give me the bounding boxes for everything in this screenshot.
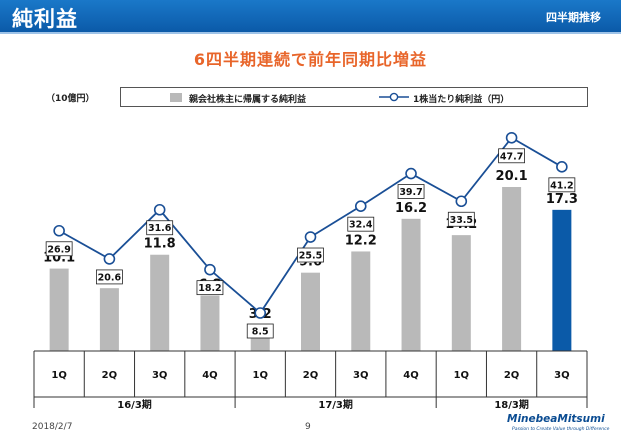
legend-bar-swatch bbox=[170, 93, 182, 102]
eps-label-box-0 bbox=[45, 241, 73, 257]
bar-6 bbox=[351, 251, 371, 351]
eps-label-box-8 bbox=[447, 211, 475, 227]
eps-label-box-6 bbox=[347, 216, 375, 232]
category-label-1: 2Q bbox=[102, 370, 117, 381]
fiscal-year-label-1: 17/3期 bbox=[318, 398, 353, 411]
bar-9 bbox=[502, 187, 522, 351]
header-bar: 純利益 四半期推移 bbox=[0, 0, 621, 32]
bar-0 bbox=[49, 268, 69, 351]
category-label-2: 3Q bbox=[152, 370, 167, 381]
eps-value-label-3: 18.2 bbox=[198, 283, 221, 294]
eps-value-label-5: 25.5 bbox=[299, 251, 322, 262]
bar-8 bbox=[451, 235, 471, 351]
bar-7 bbox=[401, 218, 421, 351]
header-divider bbox=[0, 32, 621, 34]
bar-value-label-6: 12.2 bbox=[345, 233, 377, 248]
unit-label: （10億円） bbox=[46, 94, 95, 104]
eps-label-box-1 bbox=[96, 269, 123, 285]
category-label-6: 3Q bbox=[353, 370, 368, 381]
eps-marker-1 bbox=[103, 253, 116, 265]
legend-line-swatch bbox=[379, 92, 409, 102]
chart-legend: 親会社株主に帰属する純利益 1株当たり純利益（円） bbox=[120, 87, 588, 107]
eps-label-box-3 bbox=[196, 280, 224, 296]
category-label-0: 1Q bbox=[51, 370, 66, 381]
eps-marker-8 bbox=[455, 195, 468, 208]
eps-label-box-4 bbox=[246, 323, 274, 339]
fiscal-year-label-2: 18/3期 bbox=[494, 398, 529, 411]
footer-date: 2018/2/7 bbox=[32, 422, 73, 432]
eps-value-label-10: 41.2 bbox=[550, 180, 573, 191]
eps-marker-5 bbox=[304, 231, 317, 243]
bar-value-label-2: 11.8 bbox=[144, 237, 176, 252]
eps-label-box-7 bbox=[397, 184, 425, 199]
category-label-9: 2Q bbox=[504, 370, 519, 381]
section-label: 四半期推移 bbox=[546, 11, 601, 24]
category-label-10: 3Q bbox=[554, 370, 569, 381]
company-logo: MinebeaMitsumi bbox=[507, 413, 605, 425]
bar-3 bbox=[200, 295, 220, 351]
eps-label-box-5 bbox=[297, 247, 324, 263]
eps-marker-2 bbox=[153, 203, 166, 216]
page-number: 9 bbox=[305, 422, 311, 432]
eps-marker-6 bbox=[354, 200, 367, 212]
eps-marker-9 bbox=[505, 131, 518, 144]
eps-value-label-6: 32.4 bbox=[349, 220, 373, 231]
fiscal-year-label-0: 16/3期 bbox=[117, 398, 152, 411]
category-label-3: 4Q bbox=[202, 370, 217, 381]
eps-value-label-2: 31.6 bbox=[148, 223, 172, 234]
category-label-4: 1Q bbox=[252, 370, 267, 381]
category-label-7: 4Q bbox=[403, 370, 418, 381]
eps-marker-3 bbox=[204, 263, 216, 276]
legend-line-label: 1株当たり純利益（円） bbox=[413, 95, 510, 105]
bar-value-label-9: 20.1 bbox=[496, 169, 528, 184]
logo-tagline: Passion to Create Value through Differen… bbox=[512, 427, 610, 432]
bar-2 bbox=[150, 254, 170, 351]
eps-marker-10 bbox=[556, 161, 568, 173]
category-label-5: 2Q bbox=[303, 370, 318, 381]
eps-marker-7 bbox=[405, 167, 417, 180]
eps-value-label-9: 47.7 bbox=[500, 151, 523, 162]
page-title: 純利益 bbox=[12, 7, 78, 31]
bar-10 bbox=[552, 209, 572, 351]
eps-label-box-9 bbox=[498, 148, 525, 164]
eps-label-box-2 bbox=[146, 220, 174, 236]
chart-subtitle: 6四半期連続で前年同期比増益 bbox=[193, 50, 428, 69]
eps-value-label-1: 20.6 bbox=[98, 272, 122, 283]
eps-label-box-10 bbox=[548, 177, 576, 193]
eps-value-label-4: 8.5 bbox=[252, 327, 269, 338]
legend-bar-label: 親会社株主に帰属する純利益 bbox=[189, 95, 307, 105]
eps-marker-4 bbox=[254, 307, 267, 319]
eps-value-label-7: 39.7 bbox=[399, 187, 422, 198]
eps-marker-0 bbox=[53, 224, 65, 237]
eps-value-label-8: 33.5 bbox=[450, 215, 473, 226]
bar-5 bbox=[301, 272, 320, 351]
bar-1 bbox=[99, 288, 119, 351]
eps-value-label-0: 26.9 bbox=[47, 244, 70, 255]
bar-value-label-10: 17.3 bbox=[546, 192, 578, 207]
bar-value-label-7: 16.2 bbox=[395, 201, 427, 216]
category-label-8: 1Q bbox=[454, 370, 469, 381]
